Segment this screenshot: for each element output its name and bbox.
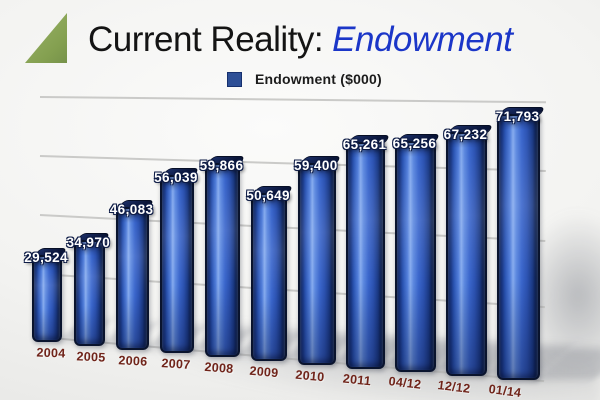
x-axis-label: 2011	[342, 371, 372, 389]
bar-value-label: 46,083	[109, 201, 154, 217]
bar: 67,232	[444, 125, 494, 377]
title-main-text: Current Reality:	[88, 20, 324, 59]
x-axis-label: 2008	[204, 360, 235, 377]
bar-front-face	[250, 192, 288, 361]
x-axis-label: 2007	[160, 356, 191, 373]
legend-swatch-icon	[227, 71, 242, 87]
x-axis-label: 2010	[294, 367, 325, 385]
bar-value-label: 29,524	[24, 249, 68, 265]
x-axis-label: 2004	[36, 345, 66, 361]
bar-front-face	[445, 132, 488, 377]
title-accent-text: Endowment	[332, 20, 513, 59]
bar: 46,083	[110, 199, 156, 350]
bar-front-face	[116, 206, 149, 350]
bar-front-face	[159, 175, 194, 354]
bar-value-label: 34,970	[66, 235, 111, 251]
bar-front-face	[32, 254, 62, 342]
x-axis-label: 2005	[76, 349, 107, 365]
bar-value-label: 56,039	[154, 170, 198, 186]
bar-front-face	[73, 240, 105, 346]
bar-front-face	[345, 141, 386, 369]
bar: 59,400	[294, 155, 343, 365]
bar: 59,866	[200, 155, 247, 358]
bar-front-face	[395, 140, 436, 373]
bar-value-label: 59,866	[199, 157, 244, 173]
bar: 34,970	[66, 233, 112, 346]
bar-value-label: 71,793	[495, 109, 540, 125]
bar-value-label: 65,256	[392, 135, 437, 151]
legend-label: Endowment ($000)	[255, 71, 382, 87]
bar-value-label: 65,261	[342, 136, 387, 152]
bar-front-face	[204, 162, 240, 358]
x-axis-label: 2009	[248, 363, 280, 381]
bar: 71,793	[496, 107, 547, 380]
bar: 65,261	[343, 134, 392, 369]
gridline	[39, 96, 546, 103]
bar-value-label: 67,232	[443, 127, 488, 143]
bar: 29,524	[24, 247, 69, 342]
bar: 50,649	[246, 185, 294, 361]
x-axis-label: 2006	[118, 352, 148, 369]
chart-legend: Endowment ($000)	[227, 71, 382, 87]
bar-front-face	[497, 114, 540, 380]
slide-title: Current Reality: Endowment	[88, 20, 513, 60]
bar-front-face	[297, 162, 336, 365]
bar: 65,256	[393, 133, 443, 373]
bar-value-label: 50,649	[246, 187, 290, 203]
bar-value-label: 59,400	[293, 157, 338, 173]
bar: 56,039	[154, 168, 201, 354]
